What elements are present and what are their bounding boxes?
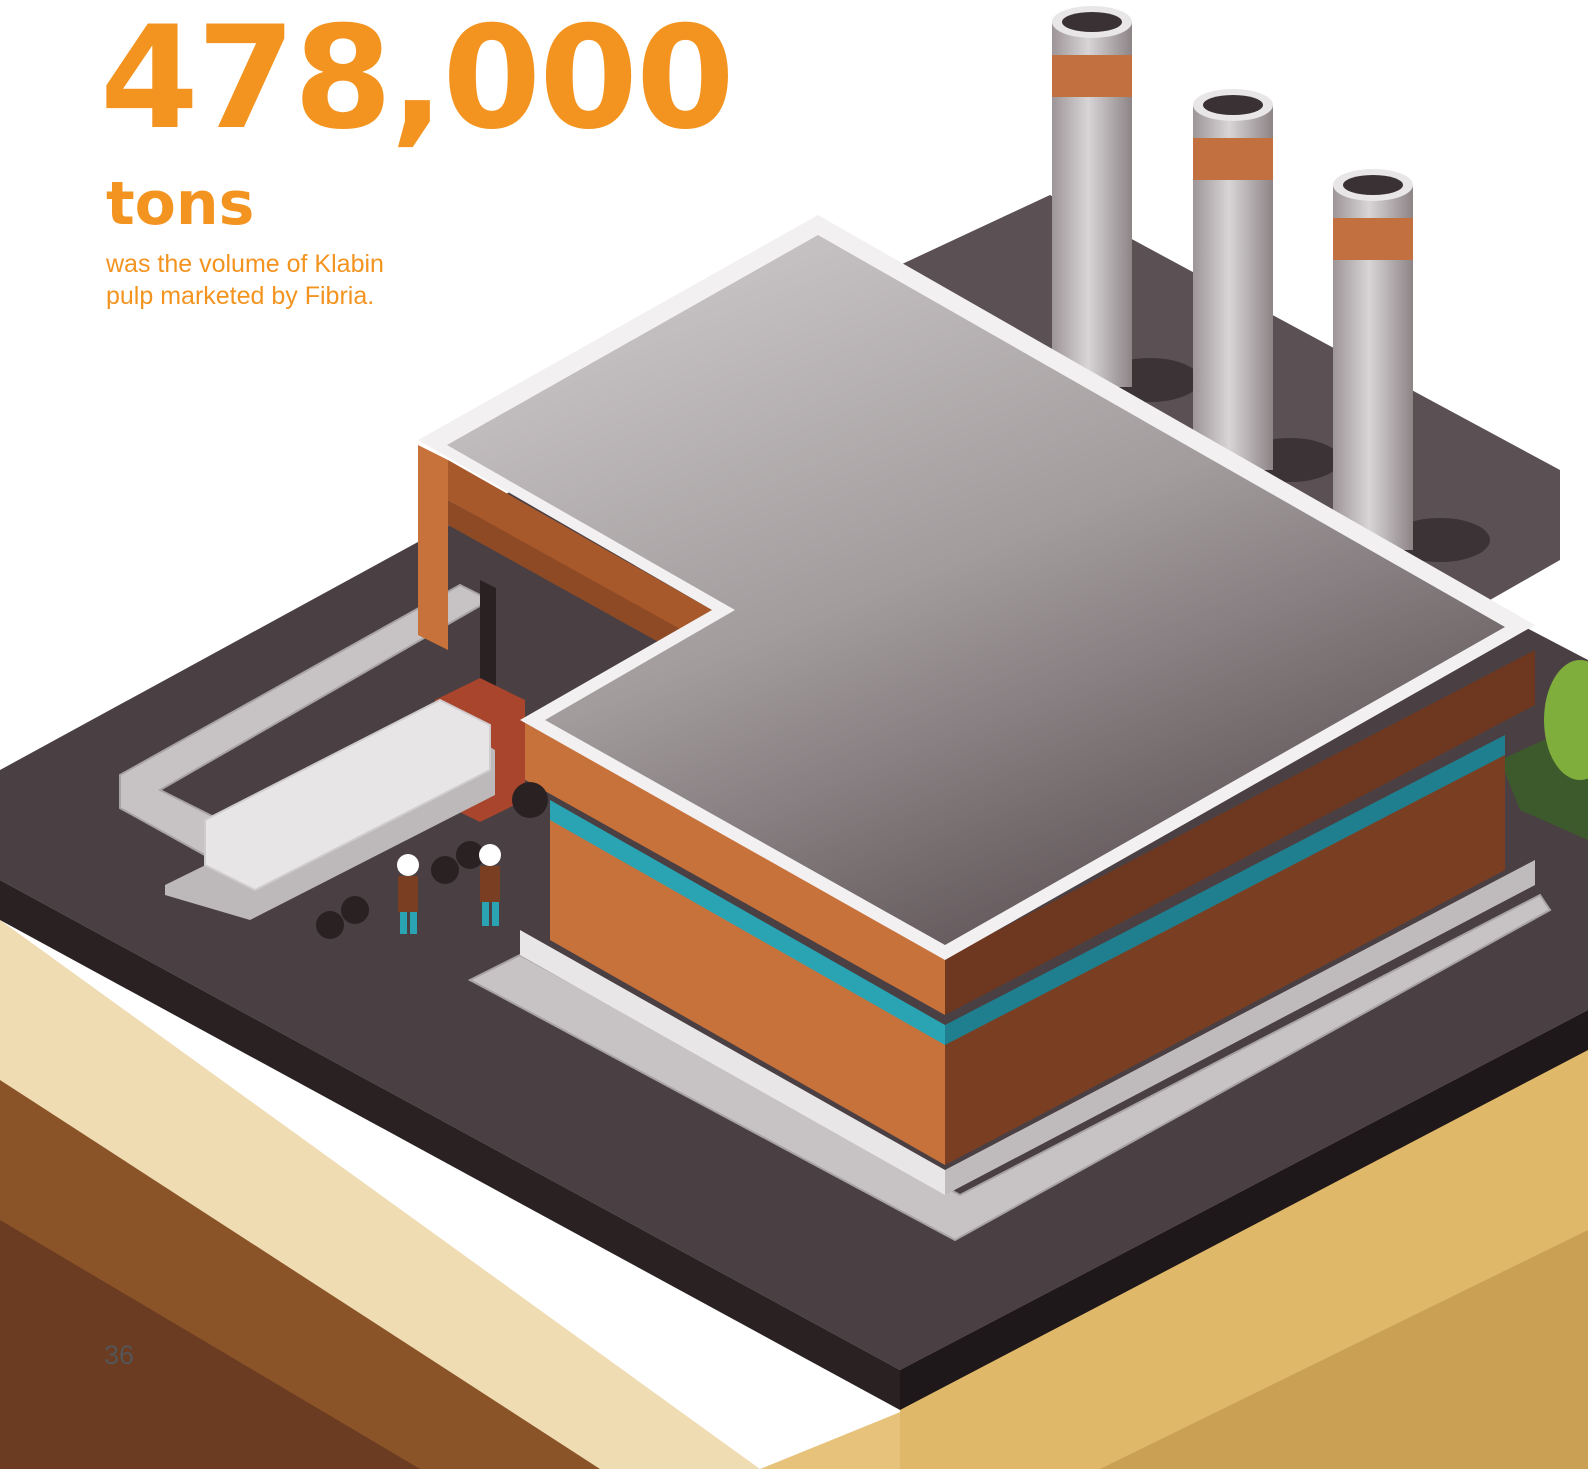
chimney-1	[1052, 6, 1132, 387]
chimney-2	[1193, 89, 1273, 470]
chimneys	[1052, 6, 1413, 550]
worker-1	[397, 854, 419, 934]
page-number: 36	[104, 1340, 135, 1370]
worker-2	[479, 844, 501, 926]
building-facade	[418, 445, 1535, 1195]
truck	[165, 678, 548, 939]
chimney-3	[1333, 169, 1413, 550]
headline-value: 478,000	[100, 0, 735, 161]
headline-caption: was the volume of Klabin pulp marketed b…	[106, 250, 384, 310]
roof	[418, 215, 1535, 960]
headline-unit: tons	[106, 169, 255, 239]
soil-layers	[0, 920, 1588, 1469]
workers	[397, 844, 501, 934]
tree	[1500, 660, 1588, 840]
headline-block: 478,000 tons was the volume of Klabin pu…	[100, 0, 735, 312]
